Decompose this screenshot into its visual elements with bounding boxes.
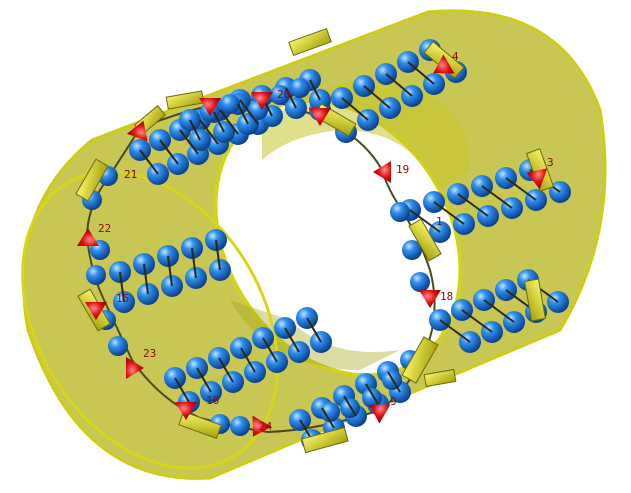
label-16: 16: [206, 394, 219, 407]
nucleotide-sphere: [390, 202, 410, 222]
base-pair-bond: [139, 149, 159, 175]
strand-cone: [85, 302, 107, 320]
end-plate: [408, 218, 442, 262]
base-pair-bond: [285, 87, 297, 109]
strand-cone: [526, 168, 548, 190]
nucleotide-sphere: [402, 240, 422, 260]
base-pair-bond: [306, 317, 322, 343]
cylinder-front-rim: [21, 170, 279, 470]
label-22: 22: [98, 222, 111, 235]
end-plate: [178, 410, 222, 440]
base-pair-bond: [199, 119, 219, 145]
end-plate: [301, 426, 349, 454]
base-pair-bond: [343, 395, 357, 417]
strand-cone: [419, 290, 441, 308]
label-18: 18: [440, 290, 453, 303]
strand-cone: [126, 120, 148, 142]
base-pair-bond: [483, 299, 515, 323]
nucleotide-sphere: [108, 336, 128, 356]
base-pair-bond: [191, 247, 197, 279]
strand-cone: [251, 92, 273, 110]
base-pair-bond: [321, 407, 335, 429]
strand-cone: [373, 161, 391, 183]
base-pair-bond: [341, 97, 369, 121]
nucleotide-sphere: [340, 398, 360, 418]
base-pair-bond: [365, 383, 379, 405]
label-4: 4: [452, 50, 459, 63]
nucleotide-sphere: [157, 245, 179, 267]
label-20: 20: [277, 88, 290, 101]
base-pair-bond: [159, 139, 179, 165]
end-plate: [165, 90, 205, 110]
end-plate: [524, 278, 546, 322]
label-9: 9: [390, 395, 397, 408]
base-pair-bond: [387, 371, 401, 393]
base-pair-bond: [439, 319, 471, 343]
base-pair-bond: [179, 129, 199, 155]
label-15: 15: [116, 292, 129, 305]
strand-cone: [126, 357, 144, 379]
nucleotide-sphere: [220, 94, 240, 114]
cylinder-lower-wall: [230, 300, 400, 370]
base-pair-bond: [481, 185, 513, 209]
label-3: 3: [547, 156, 554, 169]
base-pair-bond: [215, 239, 221, 271]
base-pair-bond: [167, 255, 173, 287]
base-pair-bond: [237, 103, 249, 125]
label-21: 21: [124, 168, 137, 181]
end-plates: [75, 27, 555, 454]
base-pair-bond: [461, 309, 493, 333]
base-pair-bond: [219, 109, 239, 135]
strand-cone: [309, 108, 331, 126]
strand-cone: [252, 415, 272, 437]
strand-labels: 4 3 20 19 1 18 22 15 23 16 24 9 21: [98, 50, 554, 433]
label-23: 23: [143, 347, 156, 360]
label-1: 1: [436, 215, 443, 228]
base-pair-bond: [119, 271, 125, 303]
base-pair-bond: [409, 209, 441, 233]
base-pair-bond: [457, 193, 489, 217]
nucleotide-sphere: [410, 272, 430, 292]
base-pair-bond: [363, 85, 391, 109]
nucleotide-sphere: [270, 85, 290, 105]
nucleotide-sphere: [86, 265, 106, 285]
end-plate: [288, 27, 332, 57]
base-pair-bond: [240, 347, 256, 373]
end-plate: [423, 368, 457, 388]
base-pair-bond: [239, 99, 259, 125]
strand-cone: [77, 228, 99, 246]
strand-cone: [175, 402, 197, 420]
base-pair-bond: [189, 119, 201, 141]
nucleotide-sphere: [230, 416, 250, 436]
base-pair-bond: [505, 177, 537, 201]
base-pair-bond: [433, 201, 465, 225]
nucleotide-sphere: [290, 78, 310, 98]
strand-cones: [77, 54, 548, 437]
label-19: 19: [396, 163, 409, 176]
nucleotide-sphere: [320, 402, 340, 422]
end-plate: [401, 336, 439, 384]
base-pair-bond: [174, 377, 190, 403]
strand-cone: [369, 404, 391, 424]
base-pair-bond: [196, 367, 212, 393]
base-pair-bond: [143, 263, 149, 295]
base-pair-bond: [284, 327, 300, 353]
base-pair-bond: [262, 337, 278, 363]
strand-cone: [199, 98, 221, 116]
strand-cone: [433, 54, 455, 74]
end-plate: [75, 158, 109, 202]
base-pair-bond: [213, 111, 225, 133]
base-pair-bond: [407, 61, 435, 85]
base-pair-bond: [218, 357, 234, 383]
base-pair-bond: [385, 73, 413, 97]
label-24: 24: [259, 420, 273, 433]
base-pair-bond: [309, 79, 321, 101]
